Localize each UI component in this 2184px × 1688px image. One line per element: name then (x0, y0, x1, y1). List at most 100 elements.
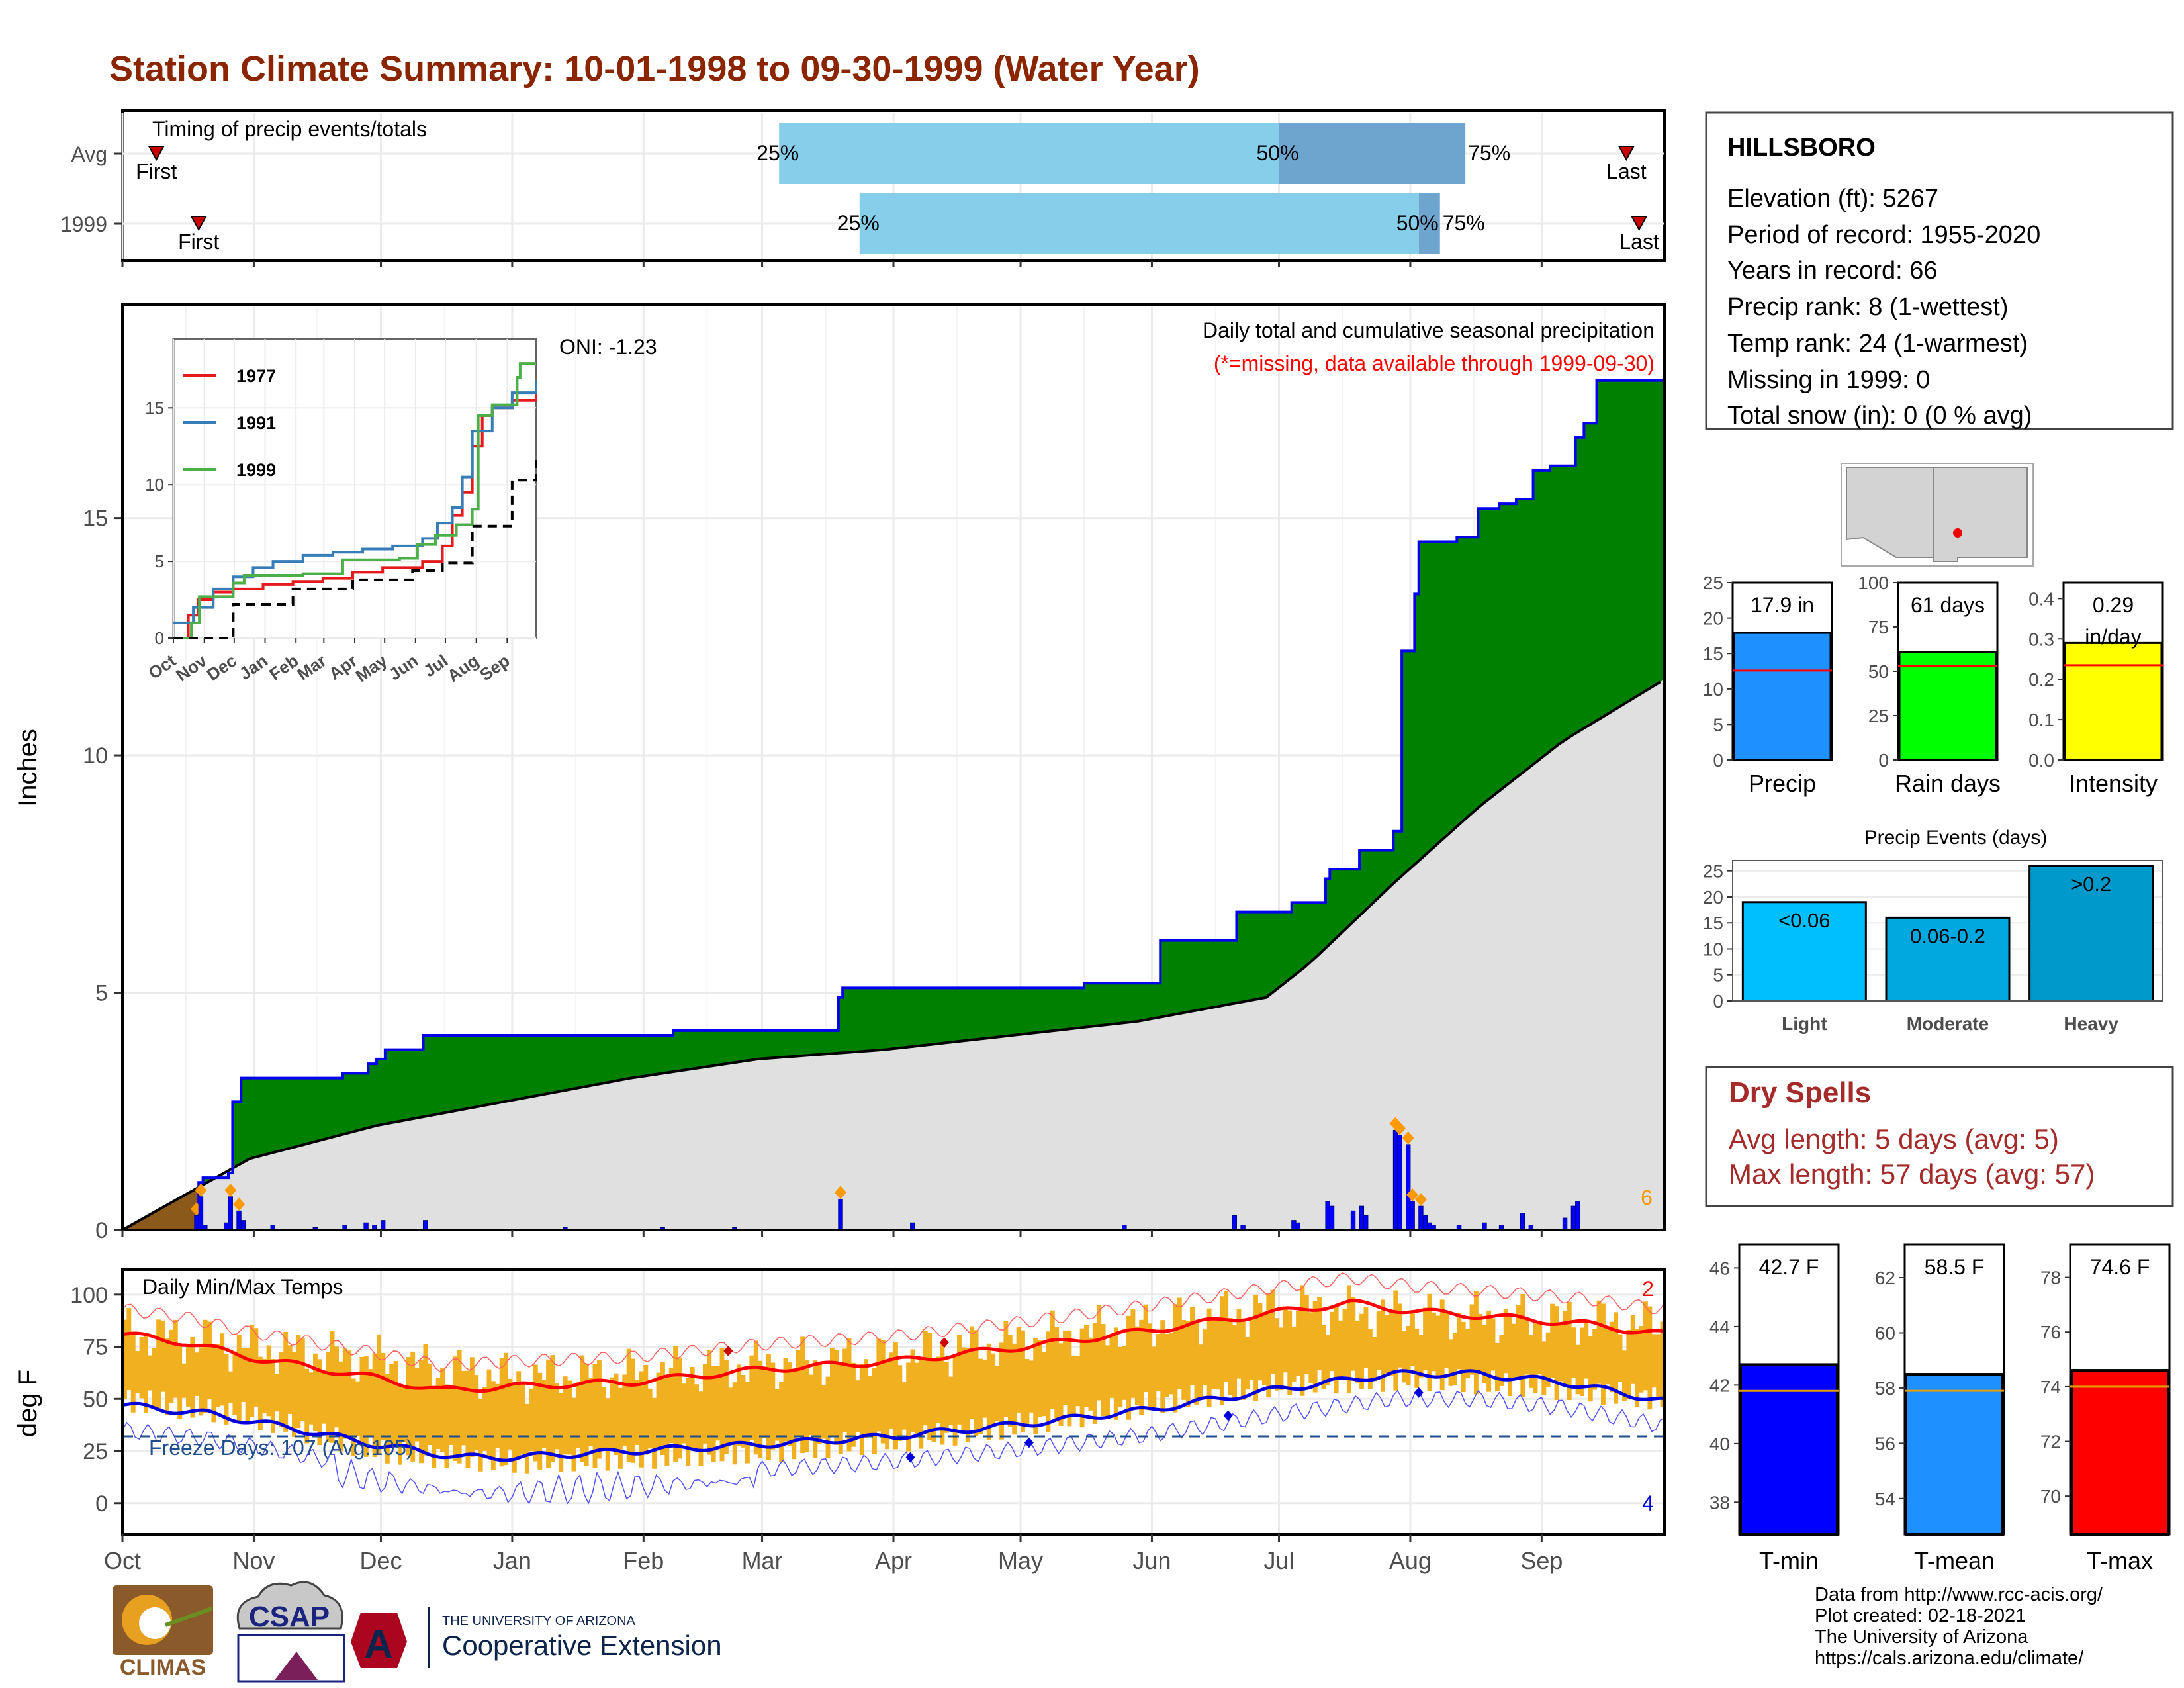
daily-temp-bar (499, 1358, 504, 1467)
daily-temp-bar (694, 1384, 700, 1448)
daily-temp-bar (537, 1372, 543, 1470)
daily-temp-bar (203, 1319, 208, 1413)
events-bar-label: 0.06-0.2 (1910, 924, 1985, 947)
daily-temp-bar (169, 1329, 174, 1403)
daily-temp-bar (211, 1346, 216, 1423)
summary-bar-tick-label: 100 (1858, 573, 1889, 593)
summary-bar-tick-label: 25 (1703, 573, 1723, 593)
daily-temp-bar (1584, 1320, 1589, 1379)
temp-y-tick-label: 25 (83, 1439, 108, 1464)
station-info-box: HILLSBORO Elevation (ft): 5267 Period of… (1705, 111, 2174, 430)
daily-temp-bar (1203, 1329, 1208, 1385)
timing-last-marker (1630, 216, 1648, 232)
daily-temp-bar (919, 1357, 924, 1449)
record-high-marker (723, 1345, 733, 1356)
daily-temp-bar (296, 1334, 301, 1429)
daily-temp-bar (584, 1363, 589, 1467)
daily-temp-bar (885, 1360, 890, 1450)
daily-temp-bar (732, 1382, 737, 1465)
daily-temp-bar (139, 1336, 144, 1399)
daily-temp-bar (1533, 1320, 1538, 1393)
daily-precip-bar (1359, 1205, 1365, 1231)
daily-temp-bar (1439, 1299, 1445, 1391)
daily-temp-bar (1402, 1331, 1407, 1383)
precip-y-tick-label: 0 (95, 1218, 108, 1243)
record-low-marker (1024, 1437, 1034, 1448)
daily-temp-bar (711, 1366, 716, 1462)
daily-temp-bar (1054, 1327, 1060, 1422)
daily-temp-bar (622, 1374, 627, 1446)
daily-temp-bar (1245, 1336, 1250, 1389)
daily-temp-bar (308, 1372, 314, 1425)
daily-temp-bar (1283, 1308, 1288, 1373)
daily-temp-bar (1291, 1326, 1297, 1382)
daily-temp-bar (1520, 1293, 1525, 1397)
daily-temp-bar (300, 1338, 305, 1421)
daily-temp-bar (347, 1350, 352, 1436)
daily-temp-bar (762, 1368, 767, 1438)
daily-temp-bar (1351, 1297, 1356, 1371)
daily-temp-bar (525, 1403, 530, 1474)
summary-bar-tick-label: 50 (1868, 661, 1889, 682)
precip-y-tick-label: 15 (83, 506, 108, 532)
daily-temp-bar (419, 1359, 424, 1464)
summary-bar-value (1898, 651, 1997, 761)
daily-temp-bar (952, 1354, 958, 1446)
daily-temp-bar (829, 1348, 835, 1436)
daily-temp-bar (766, 1354, 771, 1460)
daily-temp-bar (321, 1372, 326, 1424)
daily-temp-bar (1461, 1321, 1466, 1393)
timing-bar-50-75 (1418, 193, 1440, 254)
daily-temp-bar (1134, 1326, 1140, 1405)
daily-temp-bar (610, 1377, 615, 1451)
daily-temp-bar (181, 1363, 187, 1398)
events-tick-label: 0 (1713, 991, 1723, 1011)
daily-temp-bar (1249, 1320, 1254, 1380)
daily-temp-bar (1046, 1331, 1051, 1432)
month-tick-label: Nov (232, 1547, 275, 1574)
daily-temp-bar (715, 1366, 721, 1441)
temp-summary-value (1739, 1363, 1839, 1536)
daily-temp-bar (351, 1378, 356, 1457)
daily-temp-bar (986, 1343, 991, 1440)
daily-temp-bar (1435, 1315, 1441, 1378)
temp-summary-tick-label: 78 (2040, 1268, 2061, 1288)
summary-bar-tick-label: 0 (1713, 750, 1723, 771)
daily-temp-bar (1308, 1312, 1314, 1383)
daily-temp-bar (122, 1319, 127, 1399)
daily-temp-bar (457, 1350, 462, 1464)
coop-ext-top: THE UNIVERSITY OF ARIZONA (442, 1614, 636, 1628)
summary-bar-tick-label: 20 (1703, 608, 1723, 629)
daily-temp-bar (257, 1356, 263, 1430)
daily-temp-bar (1537, 1321, 1542, 1374)
daily-temp-bar (541, 1380, 547, 1448)
record-low-marker (1223, 1410, 1233, 1421)
daily-temp-bar (897, 1365, 903, 1441)
precip-y-tick-label: 5 (95, 981, 108, 1006)
daily-temp-bar (512, 1385, 517, 1473)
daily-temp-bar (1037, 1340, 1042, 1417)
daily-temp-bar (1181, 1320, 1187, 1400)
summary-bar-name: Precip (1749, 770, 1816, 797)
daily-temp-bar (271, 1358, 275, 1433)
daily-temp-bar (359, 1356, 365, 1446)
daily-temp-bar (190, 1336, 195, 1418)
daily-temp-bar (901, 1382, 907, 1430)
daily-temp-bar (1024, 1358, 1030, 1427)
daily-temp-bar (563, 1376, 568, 1455)
daily-temp-bar (821, 1385, 827, 1439)
timing-label: Timing of precip events/totals (152, 117, 427, 141)
events-bar-light (1741, 901, 1867, 1002)
temp-panel: 0 25 50 75 100 deg F Daily Min/Max Temps Fre… (13, 1268, 1666, 1536)
daily-temp-bar (1118, 1346, 1123, 1407)
summary-bar-value (1733, 632, 1832, 761)
timing-row-1999-label: 1999 (60, 212, 107, 236)
daily-temp-bar (381, 1352, 386, 1440)
events-tick-label: 20 (1703, 887, 1723, 908)
daily-temp-bar (342, 1348, 347, 1439)
daily-temp-bar (1494, 1342, 1500, 1391)
daily-temp-bar (1554, 1306, 1559, 1401)
summary-bar-tick-label: 75 (1868, 617, 1889, 637)
summary-bar-value-label: 0.29 (2093, 593, 2134, 617)
daily-temp-bar (1012, 1343, 1017, 1435)
